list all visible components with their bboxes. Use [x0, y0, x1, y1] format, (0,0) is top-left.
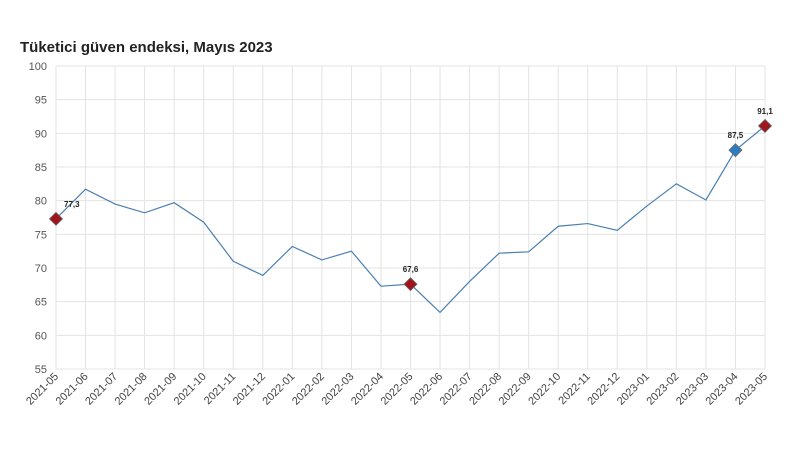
y-tick-label: 75 [35, 229, 47, 241]
grid [55, 65, 766, 370]
data-label: 67,6 [403, 265, 419, 274]
x-axis-ticks: 2021-052021-062021-072021-082021-092021-… [24, 371, 770, 408]
highlight-marker [757, 118, 773, 133]
highlight-marker [728, 143, 743, 158]
data-label: 91,1 [757, 107, 773, 116]
y-tick-label: 70 [35, 263, 47, 275]
y-tick-label: 80 [35, 196, 47, 208]
chart-title: Tüketici güven endeksi, Mayıs 2023 [20, 39, 273, 56]
x-tick-label: 2023-05 [733, 371, 770, 408]
x-tick-label: 2021-10 [172, 371, 209, 408]
y-tick-label: 85 [35, 162, 47, 174]
y-tick-label: 90 [35, 128, 47, 140]
y-tick-label: 60 [35, 330, 47, 342]
x-tick-label: 2022-10 [526, 371, 563, 408]
highlight-marker [48, 211, 64, 226]
y-tick-label: 100 [29, 61, 47, 73]
y-tick-label: 65 [35, 297, 47, 309]
data-label: 87,5 [728, 131, 744, 140]
highlight-markers: 77,3 67,6 87,5 91,1 [48, 107, 773, 292]
highlight-marker [403, 277, 418, 292]
y-axis-ticks: 55 60 65 70 75 80 85 90 95 100 [29, 61, 47, 376]
y-tick-label: 55 [35, 364, 47, 376]
y-tick-label: 95 [35, 95, 47, 107]
data-label: 77,3 [64, 200, 80, 209]
